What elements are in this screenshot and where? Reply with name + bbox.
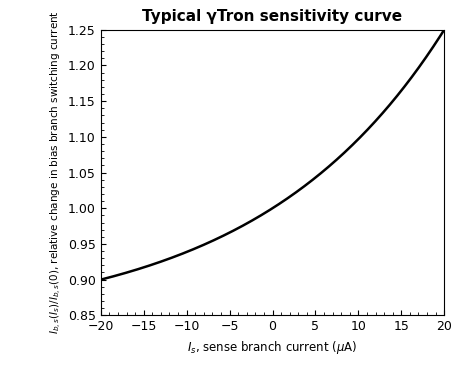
Y-axis label: $I_{b,s}(I_s)/I_{b,s}(0)$, relative change in bias branch switching current: $I_{b,s}(I_s)/I_{b,s}(0)$, relative chan… (49, 10, 64, 335)
X-axis label: $I_s$, sense branch current ($\mu$A): $I_s$, sense branch current ($\mu$A) (187, 339, 358, 356)
Title: Typical γTron sensitivity curve: Typical γTron sensitivity curve (142, 9, 403, 24)
